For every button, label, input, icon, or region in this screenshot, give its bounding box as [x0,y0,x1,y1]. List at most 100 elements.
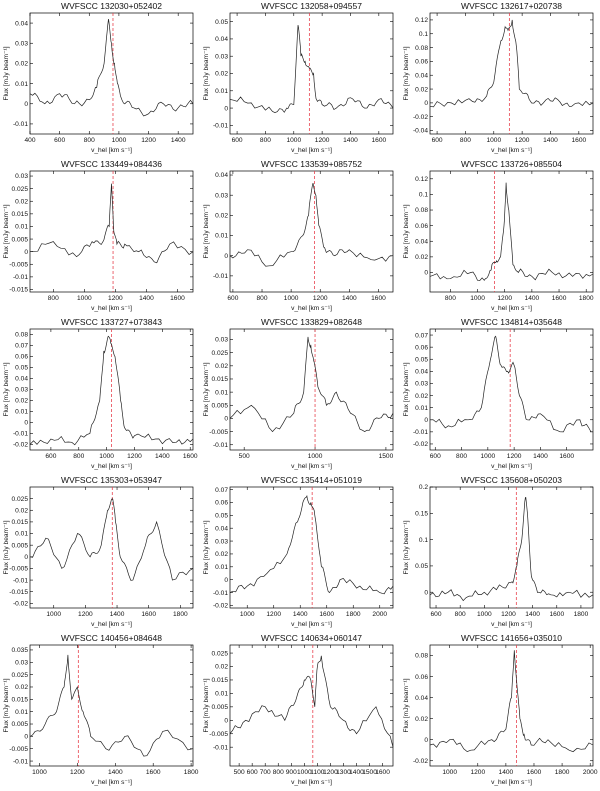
x-tick-label: 1000 [297,769,312,776]
y-tick-label: 0.04 [415,72,428,79]
x-tick-label: 1400 [533,453,548,460]
y-tick-label: 0 [24,249,28,256]
x-tick-label: 1400 [139,295,154,302]
x-axis-label: v_hel [km s⁻¹] [91,147,132,154]
y-tick-label: 0.08 [15,332,28,339]
x-tick-label: 600 [227,295,238,302]
y-tick-label: -0.01 [213,442,228,449]
x-axis-label: v_hel [km s⁻¹] [491,463,532,470]
y-tick-label: -0.02 [13,442,28,449]
x-tick-label: 1400 [525,295,540,302]
spectrum-line [229,25,394,113]
x-tick-label: 600 [54,137,65,144]
x-tick-label: 1000 [442,769,457,776]
y-tick-label: 0.035 [11,647,28,654]
y-axis-label: Flux [mJy beam⁻¹] [403,204,410,258]
x-axis-label: v_hel [km s⁻¹] [291,779,332,786]
y-tick-label: -0.005 [209,429,228,436]
axes-frame [429,486,594,609]
panel-title: WVFSCC 132030+052402 [61,1,162,11]
panel-title: WVFSCC 141656+035010 [461,633,562,643]
y-tick-label: 0.03 [215,337,228,344]
y-tick-label: 0.02 [215,363,228,370]
x-tick-label: 800 [84,137,95,144]
y-tick-label: 0.05 [215,19,228,26]
spectrum-panel: WVFSCC 135414+051019 1000 1200 1400 1600 1800… [203,475,394,628]
y-tick-label: -0.005 [9,746,28,753]
y-tick-label: 0 [224,105,228,112]
x-axis-label: v_hel [km s⁻¹] [491,779,532,786]
panel-title: WVFSCC 140456+084648 [61,633,162,643]
panel-title: WVFSCC 133539+085752 [261,159,362,169]
y-tick-label: 0.01 [15,409,28,416]
x-tick-label: 800 [73,453,84,460]
y-tick-label: 0.06 [415,223,428,230]
y-tick-label: -0.01 [413,429,428,436]
x-tick-label: 1200 [108,295,123,302]
y-axis-label: Flux [mJy beam⁻¹] [203,520,210,574]
y-axis-label: Flux [mJy beam⁻¹] [3,204,10,258]
y-tick-label: -0.01 [213,123,228,130]
x-tick-label: 1600 [549,611,564,618]
x-tick-label: 800 [445,295,456,302]
y-tick-label: 0.02 [215,551,228,558]
spectrum-line [429,182,594,281]
spectrum-line [229,494,394,595]
x-tick-label: 2000 [372,611,387,618]
spectrum-line [429,496,594,602]
y-tick-label: 0.03 [415,381,428,388]
x-tick-label: 800 [273,769,284,776]
spectrum-panel: WVFSCC 132030+052402 400 600 800 1000 1200 140… [3,1,194,154]
panel-title: WVFSCC 135414+051019 [261,475,362,485]
y-tick-label: 0.02 [215,71,228,78]
y-axis-label: Flux [mJy beam⁻¹] [403,520,410,574]
y-tick-label: 0.015 [11,519,28,526]
x-tick-label: 1200 [78,611,93,618]
y-axis-label: Flux [mJy beam⁻¹] [3,520,10,574]
y-tick-label: 0.15 [415,511,428,518]
x-tick-label: 1600 [571,137,586,144]
x-tick-label: 1200 [497,295,512,302]
y-tick-label: 0.02 [15,507,28,514]
y-tick-label: -0.01 [13,274,28,281]
panel-title: WVFSCC 135608+050203 [461,475,562,485]
y-tick-label: 0.005 [11,542,28,549]
axes-frame [229,328,394,451]
x-tick-label: 1400 [155,453,170,460]
y-tick-label: -0.01 [213,273,228,280]
panel-title: WVFSCC 133726+085504 [461,159,562,169]
x-tick-label: 1400 [525,611,540,618]
y-tick-label: 0 [24,554,28,561]
spectrum-panel: WVFSCC 132617+020738 600 800 1000 1200 1400 16… [403,1,594,154]
spectrum-panel: WVFSCC 140456+084648 1000 1200 1400 1600 1800… [3,633,199,786]
x-tick-label: 1600 [375,769,390,776]
y-tick-label: 0.04 [15,376,28,383]
x-tick-label: 1000 [286,137,301,144]
spectrum-panel: WVFSCC 134814+035648 600 800 1000 1200 1400 16… [403,317,594,470]
spectrum-line [29,654,194,757]
y-tick-label: 0.01 [15,81,28,88]
y-tick-label: 0.03 [15,173,28,180]
y-axis-label: Flux [mJy beam⁻¹] [203,204,210,258]
x-tick-label: 1800 [173,611,188,618]
y-tick-label: 0.1 [419,537,428,544]
x-tick-label: 1600 [552,295,567,302]
y-axis-label: Flux [mJy beam⁻¹] [403,46,410,100]
x-tick-label: 800 [456,453,467,460]
y-tick-label: 0.01 [215,88,228,95]
x-tick-label: 1100 [310,769,325,776]
spectrum-panel: WVFSCC 133727+073843 600 800 1000 1200 1400 16… [3,317,198,470]
x-tick-label: 1000 [32,769,47,776]
y-tick-label: 0.12 [415,17,428,24]
x-tick-label: 700 [260,769,271,776]
y-tick-label: -0.015 [9,287,28,294]
x-tick-label: 1200 [470,769,485,776]
x-tick-label: 1000 [486,137,501,144]
y-axis-label: Flux [mJy beam⁻¹] [203,46,210,100]
x-tick-label: 1200 [141,137,156,144]
x-axis-label: v_hel [km s⁻¹] [91,621,132,628]
x-tick-label: 1800 [555,769,570,776]
axes-frame [229,486,394,609]
y-tick-label: -0.02 [413,114,428,121]
y-tick-label: 0.07 [215,487,228,494]
